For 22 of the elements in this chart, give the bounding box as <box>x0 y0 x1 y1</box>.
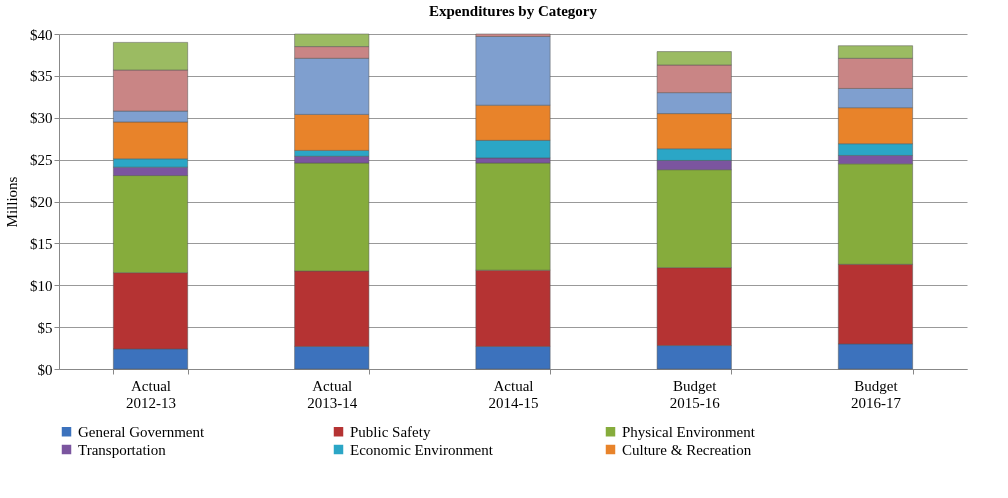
legend-label: Physical Environment <box>622 423 756 440</box>
x-tick-label: Actual 2012-13 <box>126 377 177 411</box>
y-tick-label: $5 <box>37 319 53 336</box>
legend-label: Public Safety <box>350 423 431 440</box>
legend-label: Culture & Recreation <box>622 441 752 458</box>
y-tick-label: $15 <box>30 235 53 252</box>
chart-title: Expenditures by Category <box>428 3 598 19</box>
y-tick-label: $0 <box>37 361 53 378</box>
legend-label: Economic Environment <box>350 441 494 458</box>
y-tick-label: $35 <box>30 68 53 85</box>
y-tick-label: $30 <box>30 110 53 127</box>
y-tick-label: $40 <box>30 26 53 43</box>
y-axis-title: Millions <box>4 176 20 228</box>
y-tick-label: $25 <box>30 152 53 169</box>
x-tick-label: Budget 2016-17 <box>850 377 902 411</box>
y-tick-label: $20 <box>30 194 53 210</box>
legend-label: Transportation <box>78 441 167 458</box>
x-tick-label: Actual 2014-15 <box>488 377 539 411</box>
x-tick-label: Actual 2013-14 <box>307 377 358 411</box>
x-tick-label: Budget 2015-16 <box>669 377 721 411</box>
y-tick-label: $10 <box>30 277 53 294</box>
legend-label: General Government <box>78 423 206 440</box>
